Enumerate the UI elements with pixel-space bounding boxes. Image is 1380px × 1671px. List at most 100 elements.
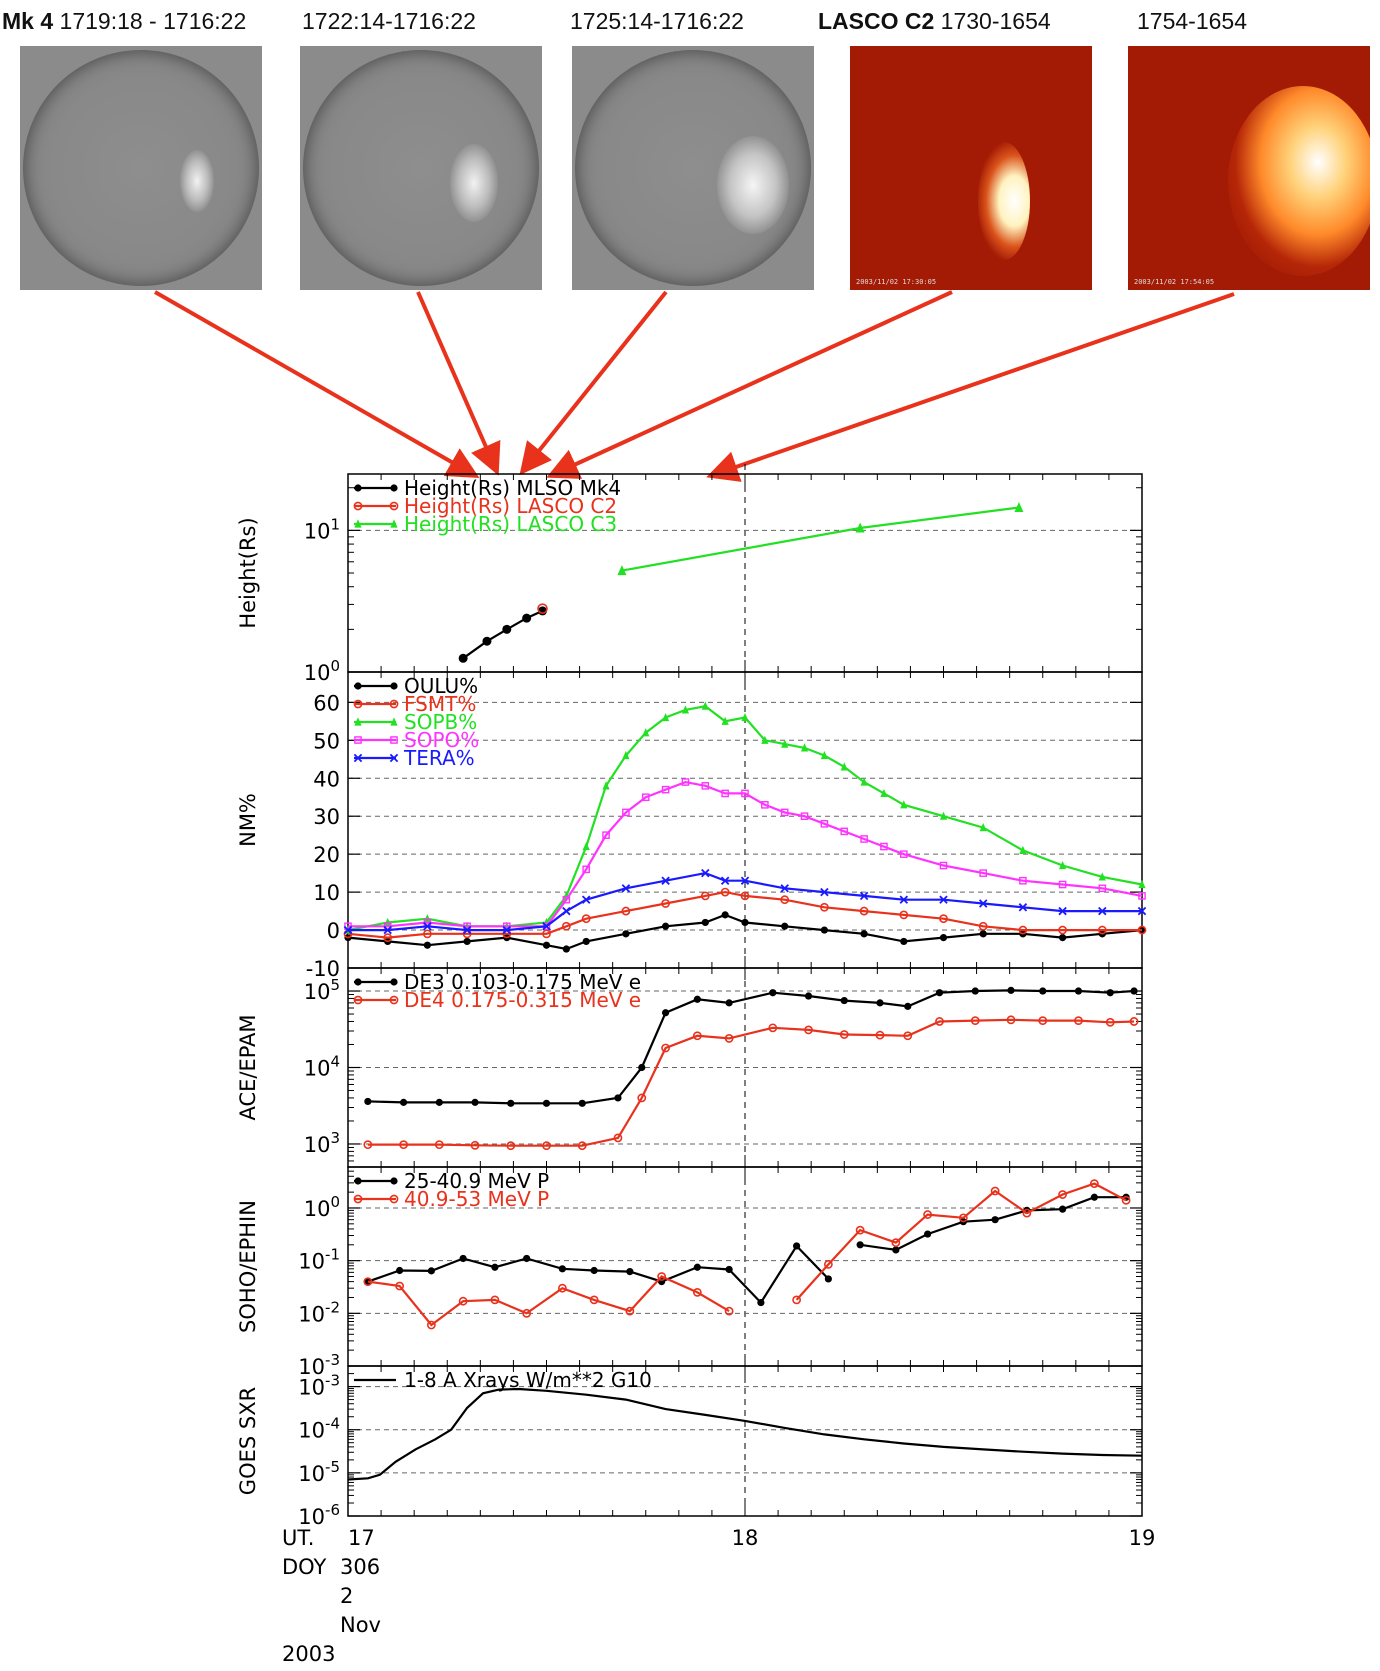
marker-triangle bbox=[900, 800, 908, 809]
marker-triangle bbox=[384, 917, 392, 927]
y-tick-label: 101 bbox=[304, 515, 340, 543]
arrow-4 bbox=[546, 290, 953, 479]
y-axis-label: Height(Rs) bbox=[236, 517, 260, 628]
marker-dot bbox=[904, 1002, 912, 1010]
marker-square bbox=[780, 808, 789, 817]
marker-square bbox=[800, 812, 809, 821]
y-tick-label: 10 bbox=[313, 881, 340, 905]
y-tick-label: 10-4 bbox=[298, 1415, 340, 1443]
caption-bold: Mk 4 bbox=[2, 8, 54, 34]
marker-x bbox=[939, 895, 948, 904]
marker-dot bbox=[900, 937, 908, 946]
year-value: 2003 bbox=[282, 1642, 335, 1666]
marker-square bbox=[602, 831, 610, 839]
marker-triangle bbox=[1014, 502, 1024, 513]
marker-circle bbox=[353, 1194, 363, 1204]
marker-dot bbox=[924, 1230, 932, 1238]
marker-triangle bbox=[390, 519, 398, 528]
marker-triangle bbox=[860, 777, 868, 786]
marker-circle bbox=[891, 1238, 901, 1248]
marker-dot bbox=[1074, 987, 1083, 995]
marker-square bbox=[661, 785, 670, 794]
caption-text: 1725:14-1716:22 bbox=[570, 8, 744, 34]
marker-triangle bbox=[820, 750, 828, 760]
marker-dot bbox=[502, 624, 512, 634]
marker-circle bbox=[389, 699, 399, 709]
panel-5: 10-6 10-5 10-4 10-3 GOES SXR 1-8 A Xrays W/m*… bbox=[236, 1365, 1143, 1529]
marker-x bbox=[389, 753, 399, 763]
marker-circle bbox=[958, 1213, 968, 1223]
marker-circle bbox=[395, 1281, 405, 1291]
marker-x bbox=[720, 876, 730, 885]
marker-circle bbox=[820, 902, 829, 912]
marker-x bbox=[780, 884, 789, 893]
marker-dot bbox=[354, 682, 362, 690]
marker-dot bbox=[578, 1099, 586, 1107]
marker-x bbox=[820, 887, 829, 897]
marker-dot bbox=[390, 484, 398, 492]
legend-label: DE3 0.103-0.175 MeV e bbox=[404, 970, 641, 994]
marker-circle bbox=[506, 1141, 516, 1151]
marker-circle bbox=[899, 910, 909, 920]
marker-dot bbox=[542, 1099, 551, 1107]
arrow-2 bbox=[416, 291, 501, 476]
marker-x bbox=[1058, 906, 1067, 916]
series-line bbox=[367, 989, 1135, 1105]
marker-x bbox=[899, 895, 909, 904]
series-line bbox=[347, 1387, 1143, 1481]
mk4-image-3 bbox=[572, 46, 814, 290]
image-timestamp: 2003/11/02 17:30:05 bbox=[856, 278, 937, 286]
y-tick-label: 40 bbox=[313, 767, 340, 791]
marker-circle bbox=[426, 1320, 436, 1330]
marker-circle bbox=[434, 1140, 444, 1150]
marker-circle bbox=[859, 906, 869, 916]
marker-circle bbox=[577, 1141, 587, 1151]
marker-square bbox=[582, 865, 590, 874]
marker-circle bbox=[935, 1017, 944, 1026]
legend-label: Height(Rs) LASCO C3 bbox=[404, 512, 617, 536]
marker-triangle bbox=[681, 705, 690, 714]
marker-triangle bbox=[617, 565, 627, 576]
marker-dot bbox=[390, 978, 398, 986]
marker-x bbox=[1137, 906, 1147, 916]
marker-triangle bbox=[721, 716, 729, 725]
marker-triangle bbox=[390, 717, 398, 726]
marker-circle bbox=[1006, 1015, 1016, 1025]
series-height-rs-lasco-c3: Height(Rs) LASCO C3 bbox=[354, 502, 1024, 576]
marker-square bbox=[860, 835, 868, 843]
marker-triangle bbox=[354, 717, 362, 726]
marker-triangle bbox=[781, 739, 789, 748]
caption-text: 1730-1654 bbox=[934, 8, 1051, 34]
y-tick-label: 30 bbox=[313, 805, 340, 829]
marker-x bbox=[661, 876, 670, 885]
marker-triangle bbox=[761, 735, 769, 744]
series-40-9-53-mev-p: 40.9-53 MeV P bbox=[353, 1179, 1131, 1330]
marker-circle bbox=[661, 1043, 670, 1053]
marker-dot bbox=[582, 937, 590, 946]
marker-dot bbox=[820, 926, 829, 934]
caption-c2-1: LASCO C2 1730-1654 bbox=[818, 8, 1051, 35]
marker-circle bbox=[542, 929, 551, 939]
marker-circle bbox=[724, 1034, 734, 1043]
marker-square bbox=[641, 793, 650, 802]
legend-label: DE4 0.175-0.315 MeV e bbox=[404, 988, 641, 1012]
marker-dot bbox=[354, 978, 362, 986]
marker-dot bbox=[1059, 1205, 1067, 1213]
marker-x bbox=[621, 884, 631, 893]
marker-dot bbox=[1130, 987, 1138, 995]
image-timestamp: 2003/11/02 17:54:05 bbox=[1134, 278, 1215, 286]
marker-square bbox=[939, 861, 948, 870]
marker-circle bbox=[903, 1031, 913, 1041]
marker-triangle bbox=[642, 728, 650, 737]
legend-label: 25-40.9 MeV P bbox=[404, 1169, 549, 1193]
marker-square bbox=[761, 801, 769, 809]
marker-circle bbox=[490, 1295, 500, 1305]
marker-circle bbox=[875, 1030, 885, 1040]
marker-dot bbox=[741, 918, 749, 927]
marker-dot bbox=[390, 682, 398, 690]
caption-mk4-2: 1722:14-1716:22 bbox=[302, 8, 476, 35]
marker-square bbox=[1058, 880, 1067, 889]
marker-square bbox=[354, 736, 362, 744]
marker-square bbox=[622, 808, 630, 817]
marker-dot bbox=[781, 922, 789, 930]
